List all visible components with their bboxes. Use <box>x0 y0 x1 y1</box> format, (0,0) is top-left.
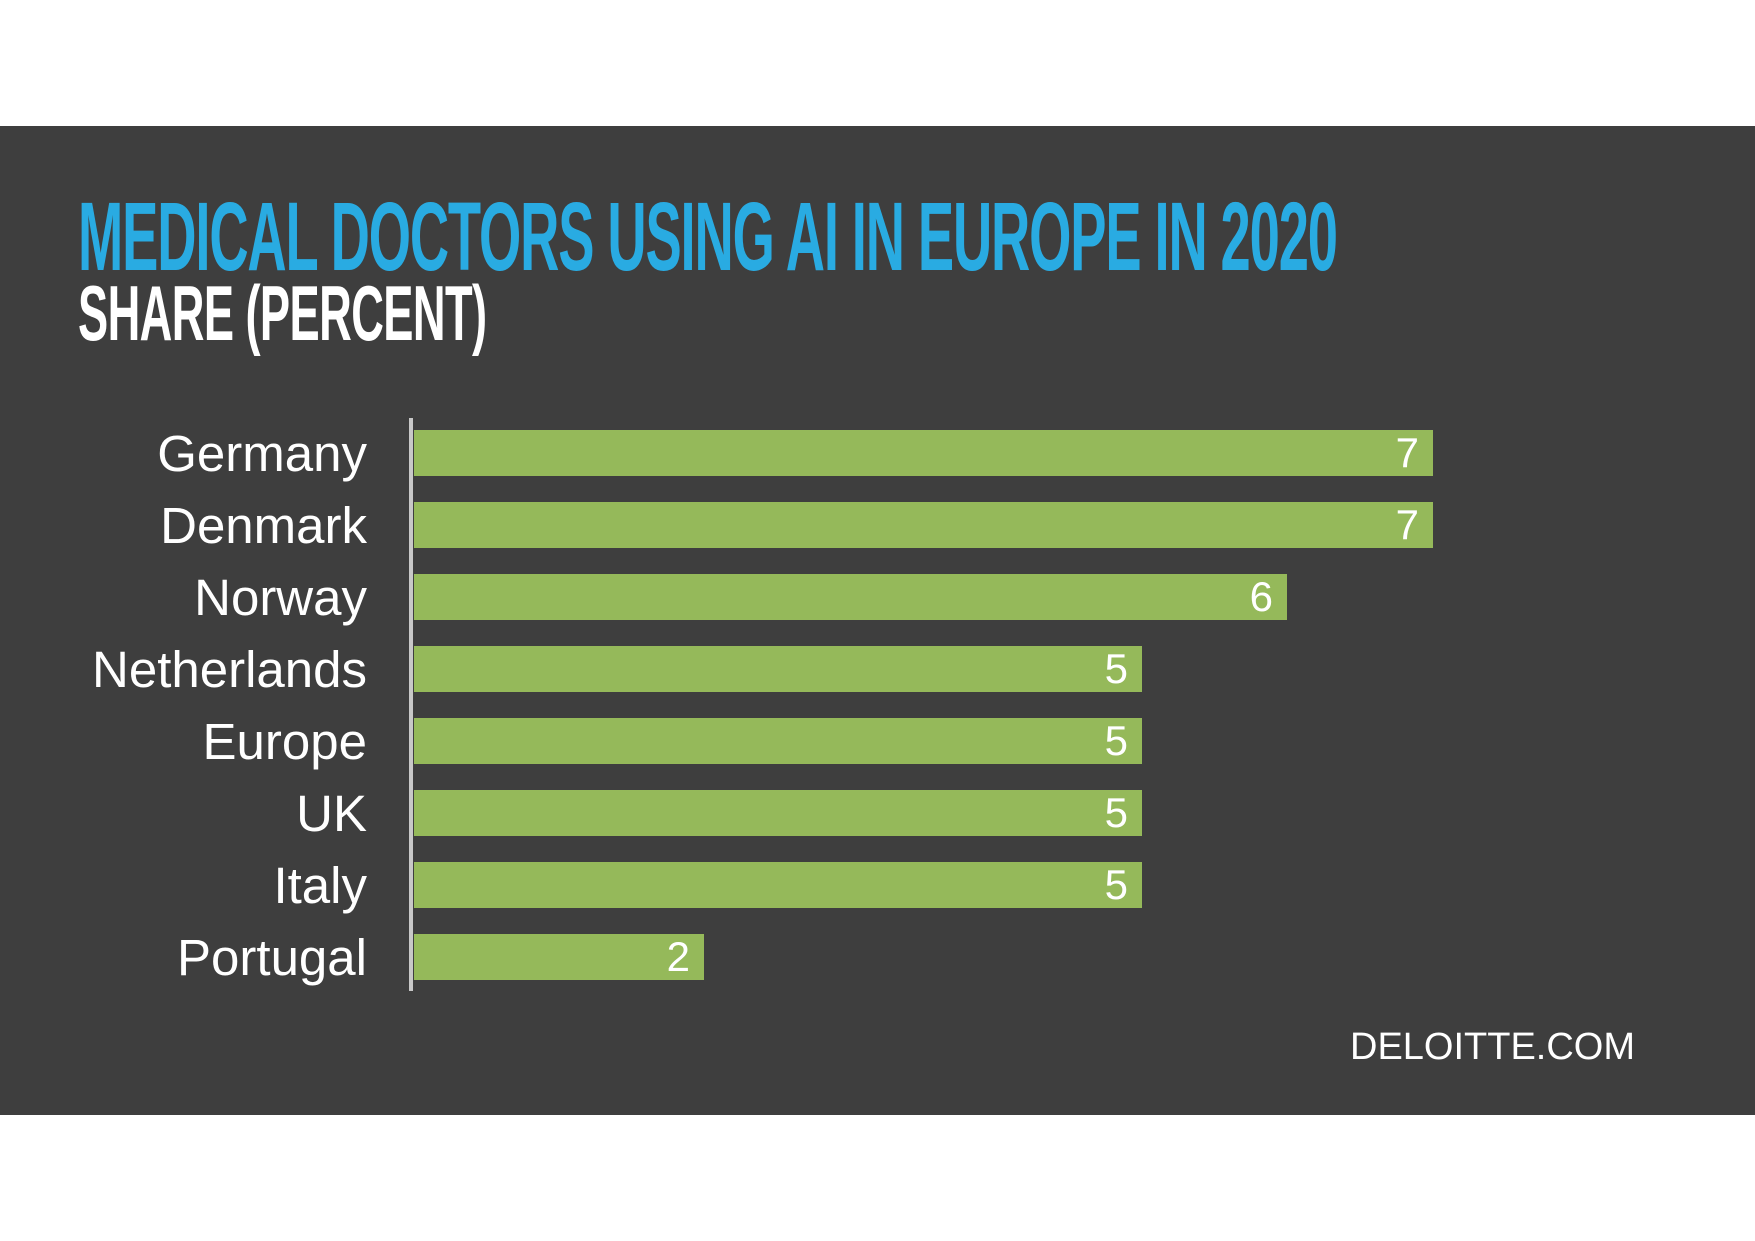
category-label-denmark: Denmark <box>160 496 367 554</box>
bar-norway: 6 <box>414 574 1287 620</box>
bar-uk: 5 <box>414 790 1142 836</box>
bar-netherlands: 5 <box>414 646 1142 692</box>
source-attribution: DELOITTE.COM <box>1350 1026 1636 1068</box>
category-label-italy: Italy <box>273 856 367 914</box>
chart-subtitle: SHARE (PERCENT) <box>78 269 487 357</box>
bar-value-label: 5 <box>1104 789 1128 836</box>
category-label-germany: Germany <box>157 424 367 482</box>
bar-value-label: 5 <box>1104 861 1128 908</box>
bar-denmark: 7 <box>414 502 1433 548</box>
chart-title: MEDICAL DOCTORS USING AI IN EUROPE IN 20… <box>78 182 1338 291</box>
chart-panel-background <box>0 126 1755 1115</box>
bar-italy: 5 <box>414 862 1142 908</box>
category-label-europe: Europe <box>202 712 367 770</box>
bar-value-label: 7 <box>1395 501 1419 548</box>
bar-value-label: 6 <box>1249 573 1273 620</box>
bar-value-label: 5 <box>1104 645 1128 692</box>
category-label-norway: Norway <box>194 568 367 626</box>
bar-germany: 7 <box>414 430 1433 476</box>
category-label-netherlands: Netherlands <box>92 640 367 698</box>
bar-value-label: 5 <box>1104 717 1128 764</box>
bar-europe: 5 <box>414 718 1142 764</box>
category-label-uk: UK <box>296 784 367 842</box>
bar-value-label: 7 <box>1395 429 1419 476</box>
category-label-portugal: Portugal <box>177 928 367 986</box>
bar-portugal: 2 <box>414 934 704 980</box>
bar-value-label: 2 <box>666 933 690 980</box>
y-axis-line <box>409 418 413 991</box>
